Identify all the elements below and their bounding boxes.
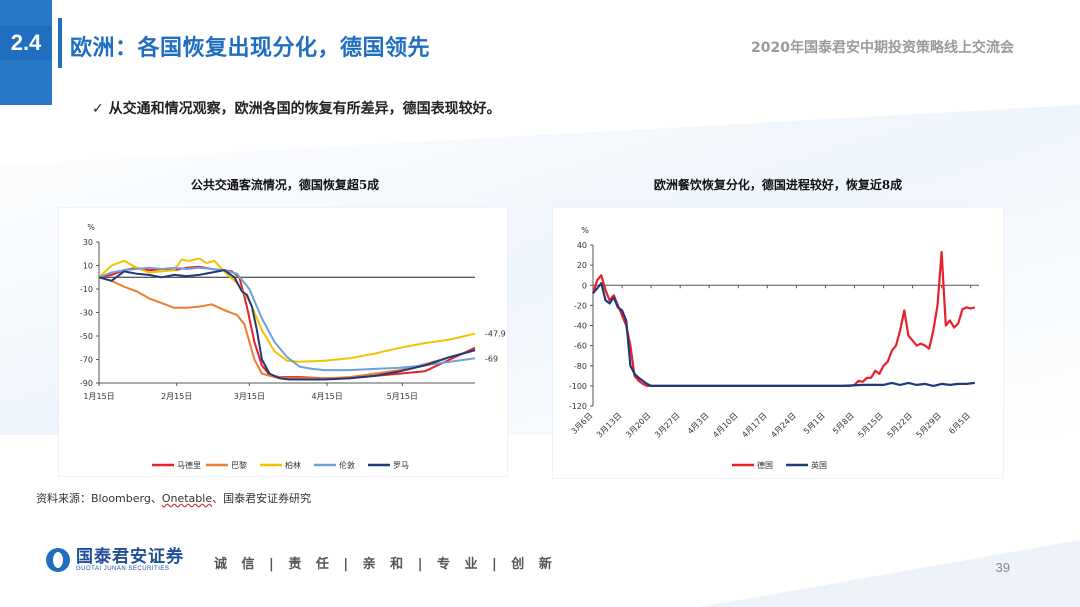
x-tick-label: 3月6日 <box>570 411 595 436</box>
y-tick-label: 30 <box>83 238 93 247</box>
source-prefix: 资料来源：Bloomberg、 <box>36 492 162 505</box>
source-onetable: Onetable <box>161 492 213 505</box>
y-axis-label: % <box>581 226 589 235</box>
company-motto: 诚 信 | 责 任 | 亲 和 | 专 业 | 创 新 <box>214 557 557 572</box>
y-axis-label: % <box>87 223 95 232</box>
y-tick-label: 0 <box>582 281 587 290</box>
x-tick-label: 5月22日 <box>886 411 914 439</box>
x-tick-label: 5月15日 <box>856 411 884 439</box>
source-note: 资料来源：Bloomberg、Onetable、国泰君安证券研究 <box>36 490 311 506</box>
x-tick-label: 4月15日 <box>311 392 342 401</box>
chart-2-panel: % 40 20 0 -20 -40 -60 -80 -100 -120 3月6日 3月13日 3月20日… <box>552 207 1004 479</box>
y-tick-label: -40 <box>574 322 587 331</box>
end-value-label-1: -69 <box>485 354 498 363</box>
series-line-3 <box>98 266 476 372</box>
series-line-1 <box>98 276 476 380</box>
source-suffix: 、国泰君安证券研究 <box>212 492 312 505</box>
y-tick-label: -60 <box>574 342 587 351</box>
event-title: 2020年国泰君安中期投资策略线上交流会 <box>751 40 1014 56</box>
title-divider <box>58 18 62 68</box>
legend-label-0: 德国 <box>757 460 773 470</box>
chart-1-svg: % 30 10 -10 -30 -50 -70 -90 1月15日 2月15日 3月15日 4月15日… <box>80 223 506 470</box>
legend-label-3: 伦敦 <box>339 460 355 470</box>
section-number: 2.4 <box>0 26 52 60</box>
y-tick-label: -120 <box>569 402 587 411</box>
y-tick-label: -70 <box>80 356 93 365</box>
y-tick-label: 20 <box>577 261 587 270</box>
logo-english-name: GUOTAI JUNAN SECURITIES <box>76 566 170 572</box>
y-tick-label: -80 <box>574 362 587 371</box>
chart-1-panel: % 30 10 -10 -30 -50 -70 -90 1月15日 2月15日 3月15日 4月15日… <box>58 207 508 477</box>
x-tick-label: 5月8日 <box>831 411 856 436</box>
x-tick-label: 3月27日 <box>653 411 681 439</box>
page-number: 39 <box>995 560 1010 575</box>
series-line-0 <box>591 250 976 387</box>
x-tick-label: 5月1日 <box>802 411 827 436</box>
x-tick-label: 4月24日 <box>769 411 797 439</box>
x-tick-label: 3月15日 <box>234 392 265 401</box>
legend-label-0: 马德里 <box>177 460 201 470</box>
footer-background <box>700 540 1080 607</box>
logo-icon <box>46 548 70 572</box>
x-tick-label: 6月5日 <box>947 411 972 436</box>
x-tick-label: 5月15日 <box>387 392 418 401</box>
x-tick-label: 5月29日 <box>915 411 943 439</box>
x-tick-label: 4月17日 <box>740 411 768 439</box>
legend-label-1: 巴黎 <box>231 460 247 470</box>
series-line-1 <box>592 282 975 387</box>
logo-chinese-name: 国泰君安证券 <box>76 547 184 567</box>
page-title: 欧洲：各国恢复出现分化，德国领先 <box>70 36 431 61</box>
y-tick-label: -90 <box>80 379 93 388</box>
series-line-2 <box>98 257 476 363</box>
y-tick-label: -30 <box>80 309 93 318</box>
company-logo: 国泰君安证券 GUOTAI JUNAN SECURITIES <box>46 548 184 572</box>
y-tick-label: 40 <box>577 241 587 250</box>
x-tick-label: 3月20日 <box>624 411 652 439</box>
y-tick-label: 10 <box>83 262 93 271</box>
x-tick-label: 1月15日 <box>83 392 114 401</box>
legend-label-2: 柏林 <box>285 460 301 470</box>
chart-1-title: 公共交通客流情况，德国恢复超5成 <box>190 178 380 192</box>
legend-label-4: 罗马 <box>393 461 409 470</box>
x-tick-label: 2月15日 <box>161 392 192 401</box>
x-tick-label: 4月3日 <box>686 411 711 436</box>
y-tick-label: -10 <box>80 285 93 294</box>
legend-label-1: 英国 <box>811 460 827 470</box>
slide-subtitle: ✓ 从交通和情况观察，欧洲各国的恢复有所差异，德国表现较好。 <box>92 101 501 117</box>
x-tick-label: 4月10日 <box>711 411 739 439</box>
x-tick-label: 3月13日 <box>595 411 623 439</box>
y-tick-label: -20 <box>574 301 587 310</box>
series-line-4 <box>98 269 476 381</box>
y-tick-label: -50 <box>80 332 93 341</box>
chart-2-title: 欧洲餐饮恢复分化，德国进程较好，恢复近8成 <box>653 178 903 192</box>
y-tick-label: -100 <box>569 382 587 391</box>
end-value-label-0: -47.9 <box>485 330 506 339</box>
